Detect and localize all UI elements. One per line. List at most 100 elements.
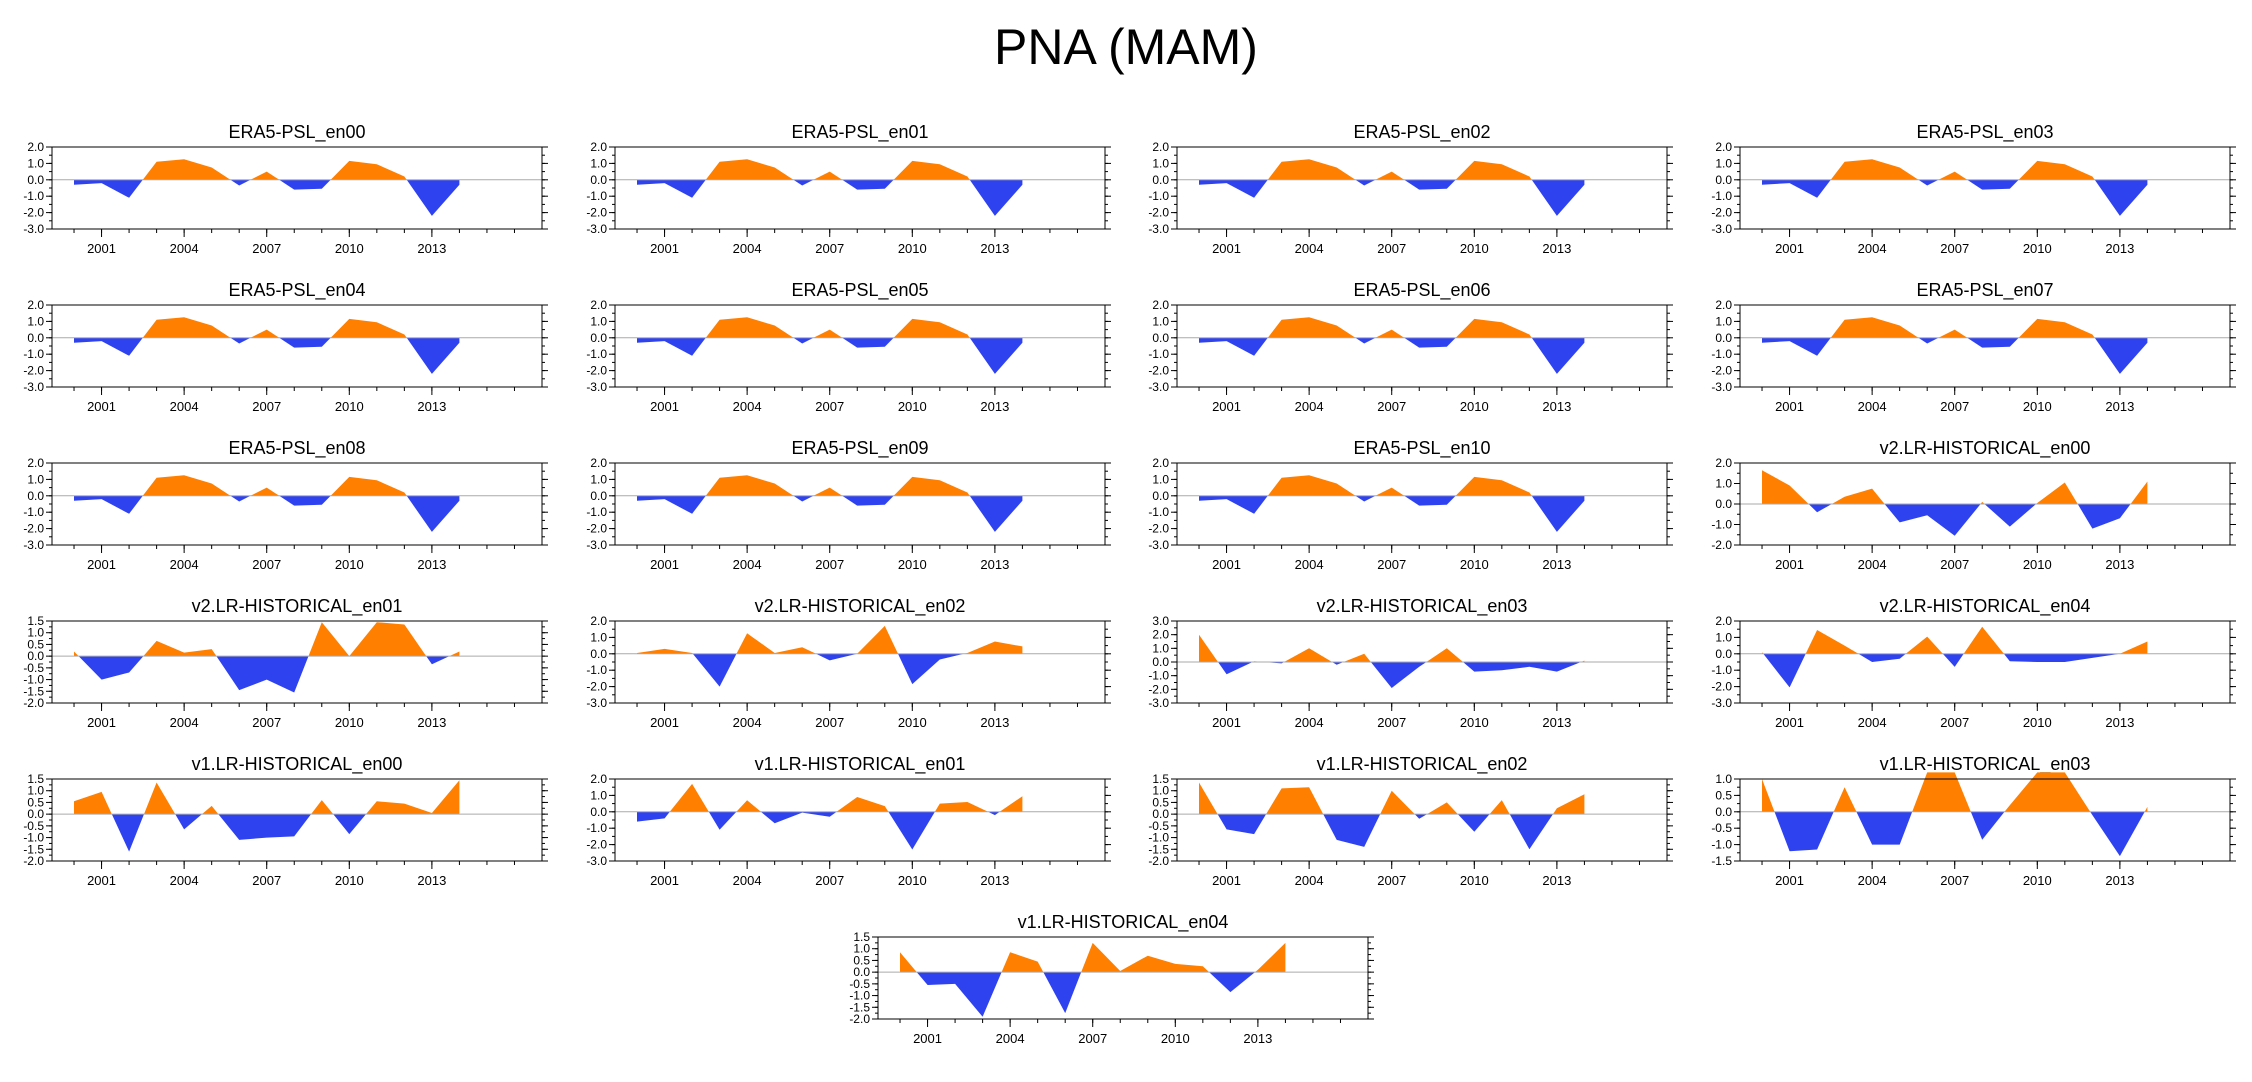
positive-area xyxy=(637,317,1023,338)
x-tick-label: 2010 xyxy=(1460,399,1489,414)
x-tick-label: 2007 xyxy=(252,873,281,888)
x-tick-label: 2013 xyxy=(1542,241,1571,256)
y-tick-label: 0.0 xyxy=(1152,331,1169,345)
x-tick-label: 2001 xyxy=(1212,715,1241,730)
y-tick-label: -1.0 xyxy=(586,189,607,203)
positive-area xyxy=(900,942,1286,973)
x-tick-label: 2004 xyxy=(1858,873,1887,888)
x-tick-label: 2004 xyxy=(733,241,762,256)
y-tick-label: -3.0 xyxy=(586,380,607,394)
x-tick-label: 2013 xyxy=(1243,1031,1272,1046)
chart-panel-2: ERA5-PSL_en02 2.0 1.0 0.0 -1.0 -2.0 -3.0 2001 20… xyxy=(1148,122,1673,256)
panel-title: v2.LR-HISTORICAL_en02 xyxy=(755,596,966,617)
y-tick-label: 2.0 xyxy=(1152,140,1169,154)
panel-title: ERA5-PSL_en03 xyxy=(1916,122,2053,143)
x-tick-label: 2001 xyxy=(87,557,116,572)
chart-panel-1: ERA5-PSL_en01 2.0 1.0 0.0 -1.0 -2.0 -3.0 2001 20… xyxy=(586,122,1111,256)
x-tick-label: 2013 xyxy=(980,557,1009,572)
chart-panel-5: ERA5-PSL_en05 2.0 1.0 0.0 -1.0 -2.0 -3.0 2001 20… xyxy=(586,280,1111,414)
y-tick-label: -1.0 xyxy=(1711,838,1732,852)
x-tick-label: 2004 xyxy=(1295,241,1324,256)
x-tick-label: 2001 xyxy=(1775,873,1804,888)
y-tick-label: 0.0 xyxy=(1152,489,1169,503)
negative-area xyxy=(1199,814,1585,850)
y-tick-label: -0.5 xyxy=(23,661,44,675)
y-tick-label: 1.5 xyxy=(1152,772,1169,786)
y-tick-label: -3.0 xyxy=(586,222,607,236)
y-tick-label: 2.0 xyxy=(590,772,607,786)
positive-area xyxy=(74,317,460,338)
negative-area xyxy=(1762,337,2148,374)
x-tick-label: 2007 xyxy=(1940,557,1969,572)
x-tick-label: 2013 xyxy=(417,873,446,888)
y-tick-label: 1.0 xyxy=(27,784,44,798)
y-tick-label: -3.0 xyxy=(23,222,44,236)
y-tick-label: 1.5 xyxy=(27,772,44,786)
y-tick-label: 2.0 xyxy=(27,298,44,312)
x-tick-label: 2001 xyxy=(650,873,679,888)
x-tick-label: 2007 xyxy=(1078,1031,1107,1046)
positive-area xyxy=(637,625,1023,654)
x-tick-label: 2004 xyxy=(996,1031,1025,1046)
x-tick-label: 2004 xyxy=(170,715,199,730)
y-tick-label: -2.0 xyxy=(586,680,607,694)
y-tick-label: -1.5 xyxy=(1148,842,1169,856)
y-tick-label: -3.0 xyxy=(23,380,44,394)
y-tick-label: -3.0 xyxy=(586,854,607,868)
x-tick-label: 2013 xyxy=(417,557,446,572)
x-tick-label: 2001 xyxy=(1775,557,1804,572)
x-tick-label: 2001 xyxy=(650,715,679,730)
panel-title: ERA5-PSL_en00 xyxy=(228,122,365,143)
y-tick-label: 1.0 xyxy=(1715,630,1732,644)
negative-area xyxy=(1199,179,1585,216)
y-tick-label: -1.0 xyxy=(1148,669,1169,683)
panel-title: v1.LR-HISTORICAL_en02 xyxy=(1317,754,1528,775)
x-tick-label: 2013 xyxy=(1542,399,1571,414)
y-tick-label: 2.0 xyxy=(1715,614,1732,628)
y-tick-label: 1.0 xyxy=(27,626,44,640)
y-tick-label: -3.0 xyxy=(23,538,44,552)
x-tick-label: 2007 xyxy=(252,241,281,256)
y-tick-label: 0.0 xyxy=(1715,497,1732,511)
x-tick-label: 2004 xyxy=(1295,557,1324,572)
y-tick-label: 0.0 xyxy=(590,173,607,187)
x-tick-label: 2004 xyxy=(170,241,199,256)
negative-area xyxy=(637,495,1023,532)
x-tick-label: 2007 xyxy=(252,557,281,572)
y-tick-label: -3.0 xyxy=(1148,222,1169,236)
x-tick-label: 2007 xyxy=(1377,557,1406,572)
page-title: PNA (MAM) xyxy=(994,19,1258,75)
x-tick-label: 2013 xyxy=(980,241,1009,256)
panel-title: ERA5-PSL_en01 xyxy=(791,122,928,143)
x-tick-label: 2013 xyxy=(1542,873,1571,888)
y-tick-label: 0.0 xyxy=(590,647,607,661)
panel-title: v2.LR-HISTORICAL_en04 xyxy=(1880,596,2091,617)
x-tick-label: 2010 xyxy=(898,715,927,730)
x-tick-label: 2007 xyxy=(1377,873,1406,888)
y-tick-label: 1.5 xyxy=(853,930,870,944)
x-tick-label: 2013 xyxy=(417,241,446,256)
y-tick-label: 1.0 xyxy=(1715,156,1732,170)
positive-area xyxy=(637,783,1023,812)
positive-area xyxy=(1199,475,1585,496)
x-tick-label: 2001 xyxy=(650,399,679,414)
x-tick-label: 2013 xyxy=(980,715,1009,730)
x-tick-label: 2001 xyxy=(1775,399,1804,414)
x-tick-label: 2007 xyxy=(1377,241,1406,256)
y-tick-label: -3.0 xyxy=(586,696,607,710)
y-tick-label: 0.0 xyxy=(27,489,44,503)
x-tick-label: 2004 xyxy=(1858,399,1887,414)
x-tick-label: 2001 xyxy=(1212,399,1241,414)
y-tick-label: 0.0 xyxy=(1152,655,1169,669)
y-tick-label: -1.5 xyxy=(1711,854,1732,868)
negative-area xyxy=(637,337,1023,374)
x-tick-label: 2010 xyxy=(335,241,364,256)
panel-title: ERA5-PSL_en02 xyxy=(1353,122,1490,143)
x-tick-label: 2001 xyxy=(1775,241,1804,256)
y-tick-label: 0.0 xyxy=(1715,647,1732,661)
y-tick-label: 0.0 xyxy=(590,331,607,345)
negative-area xyxy=(1199,495,1585,532)
y-tick-label: 1.0 xyxy=(590,630,607,644)
y-tick-label: -1.5 xyxy=(23,842,44,856)
chart-panel-10: ERA5-PSL_en10 2.0 1.0 0.0 -1.0 -2.0 -3.0 2001 20… xyxy=(1148,438,1673,572)
